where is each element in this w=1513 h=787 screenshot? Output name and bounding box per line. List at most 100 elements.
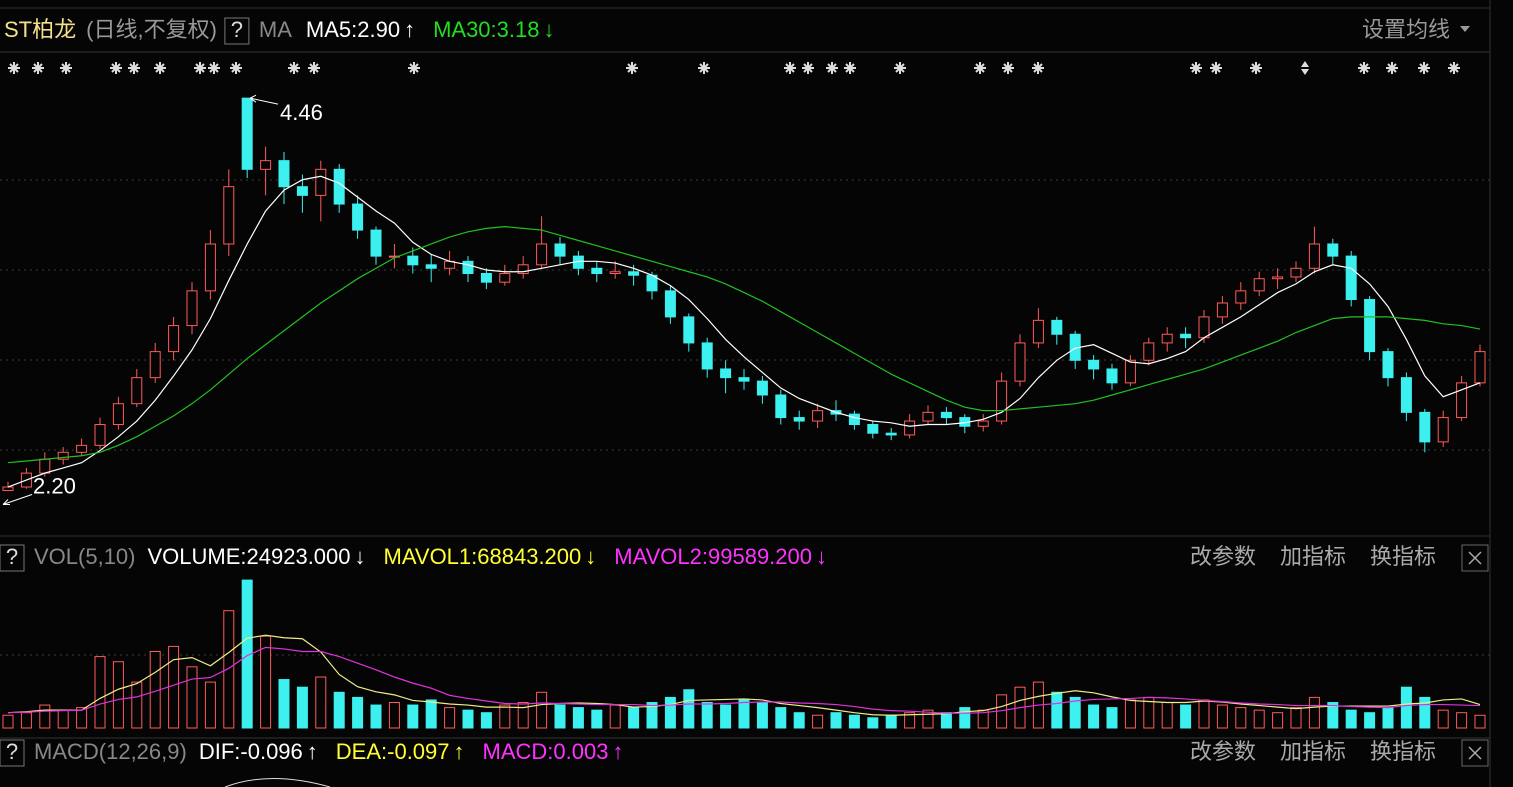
close-button[interactable]	[1461, 739, 1489, 767]
legend-arrow: ↓	[816, 544, 827, 569]
stock-subtitle: (日线,不复权)	[86, 17, 217, 42]
candle-body	[1290, 267, 1302, 278]
help-label[interactable]: ?	[231, 17, 243, 42]
panel-button[interactable]: 换指标	[1370, 544, 1436, 569]
candle-body	[223, 186, 235, 245]
event-marker	[1301, 61, 1309, 75]
event-marker	[288, 62, 300, 74]
volume-bar	[922, 709, 934, 729]
candle-body	[57, 451, 69, 460]
volume-bar	[1327, 702, 1339, 729]
candle-body	[425, 264, 437, 269]
candle-body	[756, 380, 768, 396]
dropdown-arrow	[1460, 26, 1470, 32]
volume-bar	[1198, 699, 1210, 729]
high-label: 4.46	[280, 100, 323, 125]
volume-bar	[2, 714, 14, 729]
help-button[interactable]	[224, 17, 250, 45]
candle-body	[241, 97, 253, 170]
volume-bar	[1345, 709, 1357, 729]
event-marker	[974, 62, 986, 74]
legend-entry: MAVOL1:68843.200	[384, 544, 582, 569]
candle-body	[1124, 359, 1136, 384]
candle-body	[94, 424, 106, 446]
volume-bar	[1180, 704, 1192, 729]
event-marker	[802, 62, 814, 74]
volume-bar	[1253, 709, 1265, 729]
volume-bar	[1474, 714, 1486, 729]
settings-button[interactable]: 设置均线	[1362, 17, 1450, 42]
volume-bar	[278, 679, 290, 729]
candle-body	[536, 243, 548, 266]
help-button[interactable]	[0, 739, 25, 767]
volume-bar	[480, 712, 492, 729]
candle-body	[1051, 319, 1063, 335]
candle-body	[1400, 377, 1412, 413]
candle-body	[609, 271, 621, 274]
candle-body	[315, 168, 327, 196]
event-marker	[1210, 62, 1222, 74]
volume-bar	[628, 707, 640, 729]
candle-body	[848, 413, 860, 426]
headers: ST柏龙 (日线,不复权)? MA MA5:2.90 ↑ MA30:3.18 ↓ 设置均线? V…	[0, 17, 1489, 767]
panel-button[interactable]: 加指标	[1280, 544, 1346, 569]
volume-bar	[462, 709, 474, 729]
candle-body	[904, 420, 916, 436]
event-marker	[128, 62, 140, 74]
volume-bar	[112, 661, 124, 729]
candle-body	[1180, 333, 1192, 339]
volume-bar	[1308, 696, 1320, 729]
candle-body	[76, 444, 88, 453]
candle-body	[296, 186, 308, 196]
volume-bar	[1272, 712, 1284, 729]
volume-bar	[867, 717, 879, 729]
volume-bar	[756, 702, 768, 729]
volume-bar	[738, 699, 750, 729]
volume-bar	[572, 707, 584, 729]
candle-body	[462, 260, 474, 274]
event-marker	[784, 62, 796, 74]
candle-body	[1161, 333, 1173, 344]
close-button[interactable]	[1461, 544, 1489, 572]
legend-entry: DEA:-0.097	[336, 739, 450, 764]
indicator-name: MACD(12,26,9)	[34, 739, 187, 764]
candle-body	[922, 411, 934, 422]
candle-body	[793, 417, 805, 422]
candle-body	[1364, 299, 1376, 353]
candle-body	[260, 160, 272, 170]
legend-arrow: ↓	[585, 544, 596, 569]
candle-body	[1088, 359, 1100, 370]
volume-bar	[1106, 707, 1118, 729]
panel-button[interactable]: 改参数	[1190, 739, 1256, 764]
help-button[interactable]	[0, 544, 25, 572]
candle-body	[996, 380, 1008, 422]
event-marker	[1386, 62, 1398, 74]
help-label[interactable]: ?	[6, 739, 18, 764]
panel-button[interactable]: 加指标	[1280, 739, 1346, 764]
candle-body	[977, 420, 989, 427]
panel-button[interactable]: 换指标	[1370, 739, 1436, 764]
legend-entry: MACD:0.003	[483, 739, 609, 764]
legend-arrow: ↓	[355, 544, 366, 569]
event-marker	[844, 62, 856, 74]
event-marker	[1418, 62, 1430, 74]
volume-bar	[1290, 707, 1302, 729]
ma-line	[7, 175, 1481, 488]
panel-button[interactable]: 改参数	[1190, 544, 1256, 569]
volume-bar	[591, 709, 603, 729]
volume-bar	[720, 704, 732, 729]
annotation-arrow	[249, 94, 279, 105]
volume-bar	[1051, 691, 1063, 729]
candle-body	[278, 160, 290, 188]
candle-body	[480, 272, 492, 283]
event-marker	[1190, 62, 1202, 74]
volume-bar	[830, 712, 842, 729]
help-label[interactable]: ?	[6, 544, 18, 569]
mavol-line	[7, 646, 1481, 714]
volume-bar	[885, 714, 897, 729]
legend-entry: DIF:-0.096	[199, 739, 303, 764]
candle-body	[1216, 302, 1228, 318]
volume-bar	[1161, 702, 1173, 729]
candle-body	[1437, 417, 1449, 443]
